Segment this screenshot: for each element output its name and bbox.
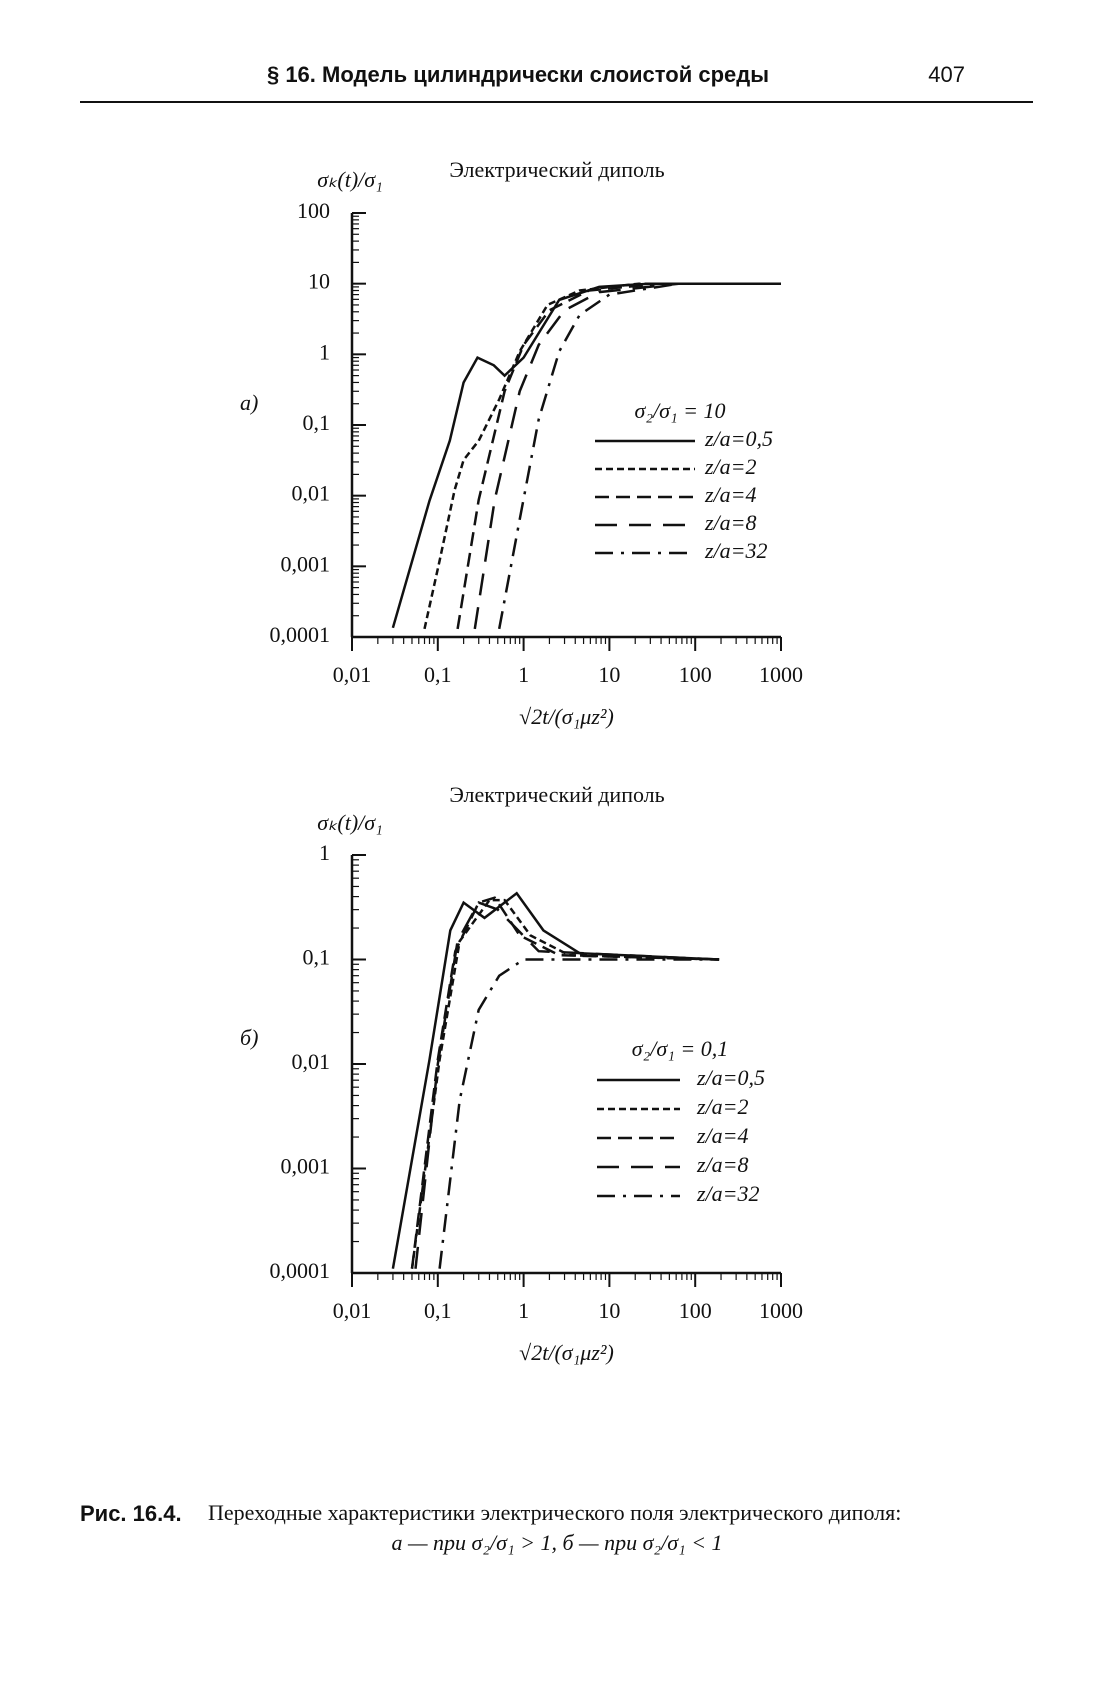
x-tick-label: 0,01 <box>333 1298 372 1323</box>
y-tick-label: 0,01 <box>292 1049 331 1074</box>
y-tick-label: 0,0001 <box>270 1258 331 1283</box>
x-tick-label: 10 <box>598 1298 620 1323</box>
legend-label: z/a=0,5 <box>696 1065 765 1090</box>
legend-label: z/a=4 <box>696 1123 749 1148</box>
x-tick-label: 100 <box>679 1298 712 1323</box>
y-tick-label: 1 <box>319 840 330 865</box>
series-line <box>438 958 720 1269</box>
series-line <box>473 282 781 630</box>
series-line <box>497 282 781 630</box>
y-tick-label: 0,001 <box>281 1154 331 1179</box>
x-tick-label: 1000 <box>759 662 803 687</box>
x-tick-label: 1 <box>518 662 529 687</box>
series-line <box>423 282 781 630</box>
x-tick-label: 10 <box>598 662 620 687</box>
y-tick-label: 0,1 <box>303 410 331 435</box>
y-axis-label: σₖ(t)/σ₁ <box>317 810 383 835</box>
x-tick-label: 0,1 <box>424 662 452 687</box>
series-line <box>456 282 781 630</box>
legend-label: z/a=8 <box>704 510 757 535</box>
legend-title: σ₂/σ₁ = 0,1 <box>632 1036 728 1061</box>
y-tick-label: 0,01 <box>292 481 331 506</box>
series-line <box>391 891 720 1269</box>
panel-label: а) <box>240 390 258 415</box>
y-tick-label: 10 <box>308 269 330 294</box>
legend-label: z/a=4 <box>704 482 757 507</box>
caption-line: а — при σ₂/σ₁ > 1, б — при σ₂/σ₁ < 1 <box>391 1530 722 1555</box>
x-axis-label: √2t/(σ₁μz²) <box>519 704 614 729</box>
caption-line: Переходные характеристики электрического… <box>208 1500 901 1525</box>
series-line <box>410 896 720 1269</box>
y-tick-label: 100 <box>297 198 330 223</box>
x-tick-label: 1000 <box>759 1298 803 1323</box>
x-axis-label: √2t/(σ₁μz²) <box>519 1340 614 1365</box>
series-line <box>414 901 720 1269</box>
y-axis-label: σₖ(t)/σ₁ <box>317 167 383 192</box>
legend-label: z/a=2 <box>696 1094 749 1119</box>
legend-label: z/a=0,5 <box>704 426 773 451</box>
chart-title: Электрический диполь <box>449 157 664 182</box>
legend-label: z/a=2 <box>704 454 757 479</box>
x-tick-label: 1 <box>518 1298 529 1323</box>
chart-title: Электрический диполь <box>449 782 664 807</box>
y-tick-label: 0,0001 <box>270 622 331 647</box>
y-tick-label: 0,1 <box>303 945 331 970</box>
x-tick-label: 100 <box>679 662 712 687</box>
caption-label: Рис. 16.4. <box>80 1501 182 1526</box>
y-tick-label: 0,001 <box>281 551 331 576</box>
x-tick-label: 0,1 <box>424 1298 452 1323</box>
legend-label: z/a=8 <box>696 1152 749 1177</box>
y-tick-label: 1 <box>319 339 330 364</box>
page-number: 407 <box>928 62 965 87</box>
legend-label: z/a=32 <box>704 538 768 563</box>
legend-title: σ₂/σ₁ = 10 <box>635 398 726 423</box>
panel-label: б) <box>240 1025 258 1050</box>
running-head: § 16. Модель цилиндрически слоистой сред… <box>267 62 769 87</box>
x-tick-label: 0,01 <box>333 662 372 687</box>
legend-label: z/a=32 <box>696 1181 760 1206</box>
